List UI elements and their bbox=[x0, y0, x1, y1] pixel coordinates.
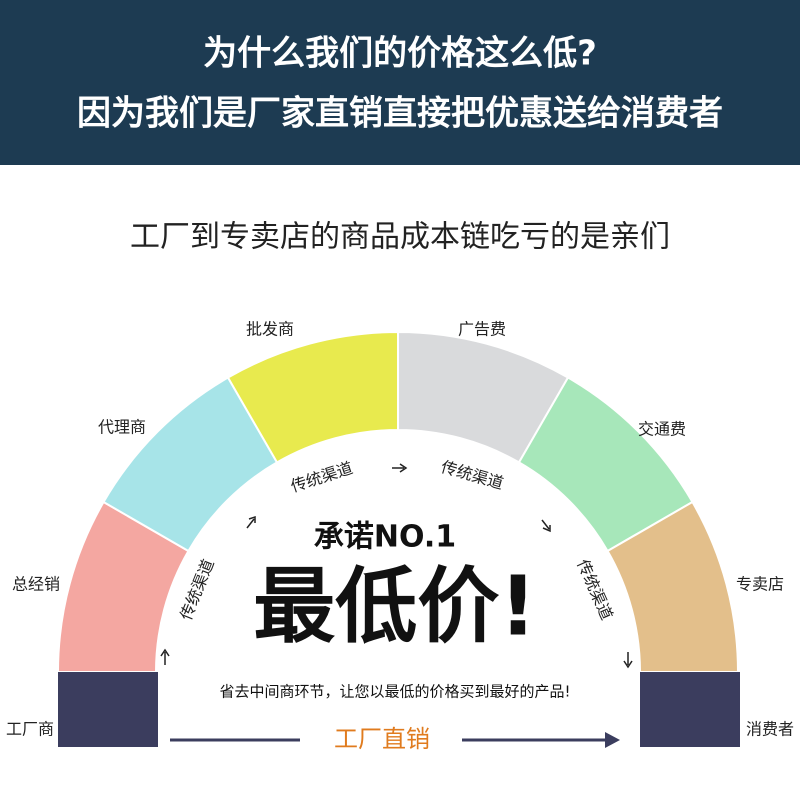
note: 省去中间商环节，让您以最低的价格买到最好的产品! bbox=[219, 683, 570, 701]
header-line: 为什么我们的价格这么低? bbox=[203, 34, 597, 74]
footer-arrow-head bbox=[605, 732, 620, 748]
channel-label: 传统渠道 bbox=[176, 556, 218, 622]
end-label: 工厂商 bbox=[6, 720, 54, 739]
segment-label: 批发商 bbox=[246, 320, 294, 339]
channel-label: 传统渠道 bbox=[439, 457, 506, 493]
subtitle: 工厂到专卖店的商品成本链吃亏的是亲们 bbox=[130, 220, 670, 255]
header-line: 因为我们是厂家直销直接把优惠送给消费者 bbox=[77, 94, 723, 134]
segment-label: 专卖店 bbox=[736, 575, 784, 594]
segment-label: 广告费 bbox=[458, 320, 506, 339]
segment-label: 代理商 bbox=[98, 418, 146, 437]
end-label: 消费者 bbox=[746, 720, 794, 739]
end-block bbox=[640, 672, 740, 747]
header-band bbox=[0, 0, 800, 165]
channel-label: 传统渠道 bbox=[573, 556, 616, 622]
promise: 承诺NO.1 bbox=[314, 520, 456, 555]
ring bbox=[56, 330, 740, 673]
segment-label: 总经销 bbox=[12, 575, 60, 594]
segment-label: 交通费 bbox=[638, 420, 686, 439]
channel-arrows bbox=[160, 463, 633, 669]
footer: 工厂直销 bbox=[334, 725, 430, 753]
channel-label: 传统渠道 bbox=[288, 458, 355, 496]
end-block bbox=[58, 672, 158, 747]
headline: 最低价! bbox=[253, 559, 536, 654]
